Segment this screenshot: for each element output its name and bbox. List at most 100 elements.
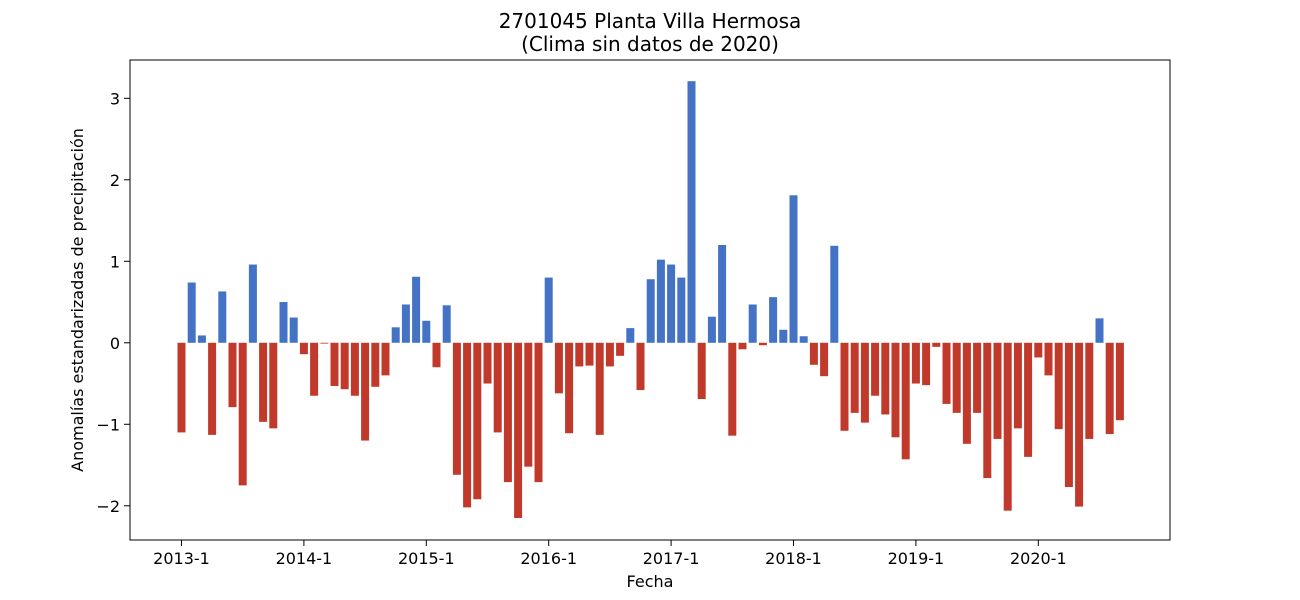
bar — [248, 264, 257, 343]
bar — [401, 304, 410, 343]
bar — [932, 342, 941, 347]
bar — [575, 342, 584, 367]
bar — [973, 342, 982, 413]
y-tick-label: 2 — [110, 171, 120, 190]
bar — [320, 342, 329, 344]
chart-title: 2701045 Planta Villa Hermosa — [499, 9, 802, 33]
y-tick-label: 0 — [110, 334, 120, 353]
bar — [738, 342, 747, 350]
y-tick-label: −1 — [96, 415, 120, 434]
bar — [1034, 342, 1043, 358]
y-tick-label: −2 — [96, 497, 120, 516]
x-tick-label: 2015-1 — [398, 549, 455, 568]
y-axis: 3 2 1 0 −1 −2 — [96, 89, 130, 516]
chart-subtitle: (Clima sin datos de 2020) — [521, 32, 779, 56]
bar — [554, 342, 563, 394]
x-axis-label: Fecha — [627, 572, 674, 591]
bar — [820, 342, 829, 377]
bar — [626, 328, 635, 343]
bar — [646, 279, 655, 343]
x-tick-label: 2019-1 — [888, 549, 945, 568]
bar — [422, 320, 431, 343]
bar — [993, 342, 1002, 439]
bar — [636, 342, 645, 391]
bar — [514, 342, 523, 518]
bar — [310, 342, 319, 396]
bar — [503, 342, 512, 483]
bar — [840, 342, 849, 431]
bar — [1024, 342, 1033, 457]
bar — [1013, 342, 1022, 429]
plot-frame — [129, 59, 1171, 541]
bar — [1003, 342, 1012, 511]
x-tick-label: 2016-1 — [520, 549, 577, 568]
bar — [677, 277, 686, 343]
bar — [299, 342, 308, 355]
bar — [962, 342, 971, 444]
bar — [901, 342, 910, 460]
bar — [208, 342, 217, 435]
bar — [1115, 342, 1124, 421]
bar — [605, 342, 614, 367]
bar — [289, 317, 298, 343]
bar — [728, 342, 737, 436]
bar — [656, 259, 665, 343]
bar — [789, 195, 798, 343]
bar — [1064, 342, 1073, 488]
bar — [687, 81, 696, 343]
bar — [432, 342, 441, 368]
bar — [707, 316, 716, 343]
bar — [238, 342, 247, 486]
bar — [361, 342, 370, 441]
bar — [616, 342, 625, 356]
bar — [1105, 342, 1114, 435]
bar — [350, 342, 359, 396]
bar — [1054, 342, 1063, 430]
bar — [595, 342, 604, 435]
bar — [197, 335, 206, 343]
bar — [809, 342, 818, 365]
x-tick-label: 2020-1 — [1010, 549, 1067, 568]
bar — [667, 264, 676, 343]
bar — [371, 342, 380, 387]
bar — [269, 342, 278, 429]
bar — [952, 342, 961, 413]
bar — [922, 342, 931, 386]
bar — [748, 304, 757, 343]
x-tick-label: 2017-1 — [643, 549, 700, 568]
bar — [524, 342, 533, 467]
bar — [412, 276, 421, 343]
x-axis: 2013-1 2014-1 2015-1 2016-1 2017-1 2018-1 2019… — [153, 540, 1067, 568]
bar — [228, 342, 237, 408]
bar — [463, 342, 472, 508]
bar — [473, 342, 482, 500]
bar — [769, 297, 778, 343]
y-tick-label: 3 — [110, 89, 120, 108]
bar — [911, 342, 920, 384]
bar — [381, 342, 390, 376]
bar — [1075, 342, 1084, 507]
bar — [1085, 342, 1094, 439]
bar — [891, 342, 900, 438]
x-tick-label: 2018-1 — [765, 549, 822, 568]
bar — [1044, 342, 1053, 376]
bar — [942, 342, 951, 404]
bar — [534, 342, 543, 483]
bar — [799, 336, 808, 343]
bar — [860, 342, 869, 423]
bar — [758, 342, 767, 346]
bar — [565, 342, 574, 434]
bar — [177, 342, 186, 433]
bar — [279, 302, 288, 343]
y-axis-label: Anomalías estandarizadas de precipitació… — [68, 128, 87, 472]
bar — [259, 342, 268, 422]
bar — [1095, 318, 1104, 343]
y-tick-label: 1 — [110, 252, 120, 271]
bar — [340, 342, 349, 390]
bar — [483, 342, 492, 384]
bar — [718, 244, 727, 343]
bar — [187, 282, 196, 343]
bar — [442, 305, 451, 343]
bar — [452, 342, 461, 475]
